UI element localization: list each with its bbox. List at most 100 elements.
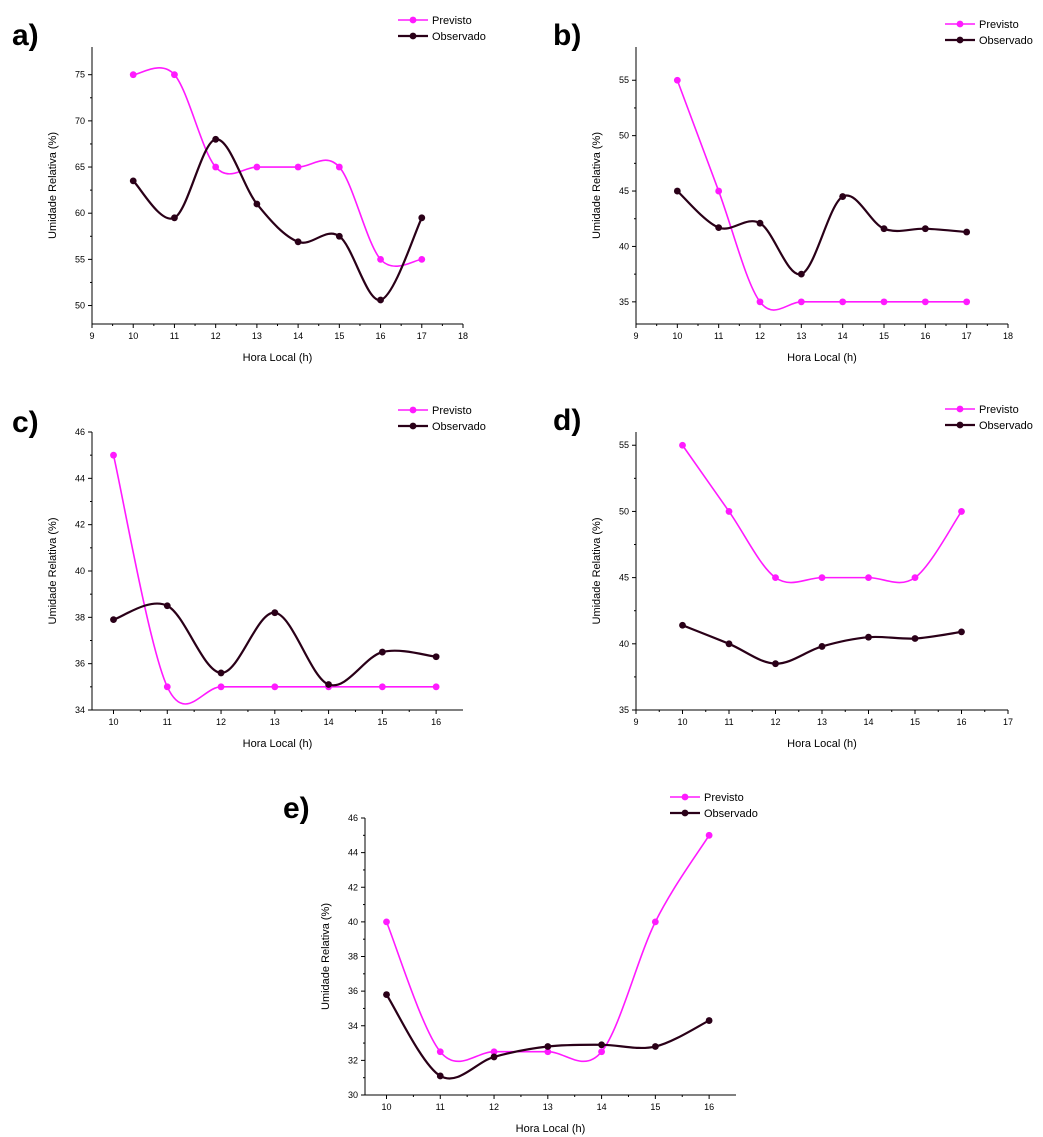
x-tick-label: 15	[334, 331, 344, 341]
data-point-observado	[129, 177, 137, 185]
data-point-observado	[294, 238, 302, 246]
x-tick-label: 18	[458, 331, 468, 341]
data-point-observado	[253, 200, 261, 208]
series-line-observado	[676, 190, 967, 276]
legend-marker-previsto	[956, 405, 964, 413]
data-point-observado	[958, 628, 965, 636]
data-point-observado	[772, 660, 779, 668]
data-point-previsto	[797, 298, 805, 306]
series-line-previsto	[133, 67, 422, 267]
data-point-previsto	[217, 683, 225, 691]
data-point-previsto	[756, 298, 764, 306]
data-point-observado	[705, 1017, 713, 1024]
chart-panel-c: c) 10 11 12 13 14 15 16 34 36 38 40 42 44 46 Hora Local…	[12, 405, 486, 750]
legend-label-previsto: Previsto	[432, 15, 472, 27]
x-tick-label: 13	[817, 717, 827, 727]
legend-label-observado: Observado	[704, 808, 758, 820]
data-point-observado	[432, 653, 440, 661]
y-tick-label: 42	[75, 520, 85, 530]
legend-label-observado: Observado	[979, 420, 1033, 432]
x-tick-label: 12	[211, 331, 221, 341]
y-tick-label: 46	[348, 813, 358, 823]
series-line-previsto	[385, 834, 710, 1063]
legend-marker-previsto	[409, 406, 417, 414]
data-point-previsto	[335, 163, 343, 171]
legend-marker-observado	[409, 32, 417, 40]
panel-label: c)	[12, 406, 39, 439]
y-tick-label: 38	[348, 952, 358, 962]
x-tick-label: 14	[838, 331, 848, 341]
x-tick-label: 11	[724, 717, 733, 727]
x-tick-label: 10	[677, 717, 687, 727]
data-point-previsto	[432, 683, 440, 691]
legend-marker-observado	[409, 422, 417, 430]
data-point-observado	[673, 187, 681, 195]
y-tick-label: 46	[75, 427, 85, 437]
data-point-observado	[818, 643, 826, 650]
y-tick-label: 42	[348, 882, 358, 892]
x-tick-label: 10	[108, 717, 118, 727]
data-point-observado	[163, 602, 171, 610]
data-point-observado	[217, 669, 225, 677]
x-tick-label: 11	[436, 1102, 445, 1112]
y-tick-label: 36	[348, 986, 358, 996]
data-point-observado	[418, 214, 426, 222]
x-tick-label: 17	[1003, 717, 1013, 727]
data-point-observado	[911, 635, 919, 642]
panel-label: b)	[553, 19, 581, 52]
data-point-observado	[651, 1043, 659, 1050]
y-tick-label: 32	[348, 1055, 358, 1065]
data-point-observado	[212, 135, 220, 143]
x-tick-label: 13	[543, 1102, 553, 1112]
x-tick-label: 18	[1003, 331, 1013, 341]
data-point-previsto	[171, 71, 178, 79]
x-tick-label: 11	[163, 717, 172, 727]
legend-label-previsto: Previsto	[704, 792, 744, 804]
x-tick-label: 10	[128, 331, 138, 341]
x-tick-label: 15	[650, 1102, 660, 1112]
y-tick-label: 30	[348, 1090, 358, 1100]
data-point-observado	[963, 228, 971, 236]
y-tick-label: 55	[619, 75, 629, 85]
legend-label-observado: Observado	[432, 31, 486, 43]
chart-panel-d: d) 9 10 11 12 13 14 15 16 17 35 40 45 50 55 Hora Local …	[553, 404, 1033, 750]
data-point-previsto	[705, 831, 713, 839]
data-point-previsto	[436, 1048, 444, 1056]
data-point-previsto	[377, 255, 384, 263]
y-tick-label: 75	[75, 70, 85, 80]
data-point-previsto	[911, 574, 919, 582]
data-point-previsto	[212, 163, 220, 171]
data-point-previsto	[725, 508, 733, 515]
legend-marker-previsto	[681, 793, 689, 801]
x-tick-label: 16	[920, 331, 930, 341]
legend-label-previsto: Previsto	[979, 19, 1019, 31]
legend-label-previsto: Previsto	[432, 405, 472, 417]
x-tick-label: 11	[714, 331, 723, 341]
x-tick-label: 16	[431, 717, 441, 727]
legend-label-observado: Observado	[432, 421, 486, 433]
data-point-previsto	[378, 683, 386, 691]
x-tick-label: 9	[633, 331, 638, 341]
x-tick-label: 13	[252, 331, 262, 341]
data-point-previsto	[921, 298, 929, 306]
panel-label: d)	[553, 404, 581, 437]
data-point-observado	[880, 225, 888, 233]
data-point-observado	[544, 1043, 552, 1050]
data-point-previsto	[490, 1048, 498, 1056]
x-tick-label: 13	[796, 331, 806, 341]
y-tick-label: 50	[619, 506, 629, 516]
data-point-observado	[715, 224, 723, 232]
data-point-observado	[378, 648, 386, 656]
x-tick-label: 15	[879, 331, 889, 341]
y-tick-label: 55	[75, 254, 85, 264]
data-point-previsto	[294, 163, 302, 171]
x-tick-label: 14	[597, 1102, 607, 1112]
x-tick-label: 15	[910, 717, 920, 727]
series-line-previsto	[681, 444, 963, 584]
y-tick-label: 44	[348, 848, 358, 858]
data-point-observado	[325, 681, 332, 688]
data-point-previsto	[598, 1048, 605, 1056]
y-tick-label: 35	[619, 297, 629, 307]
data-point-previsto	[110, 451, 117, 459]
y-tick-label: 40	[348, 917, 358, 927]
